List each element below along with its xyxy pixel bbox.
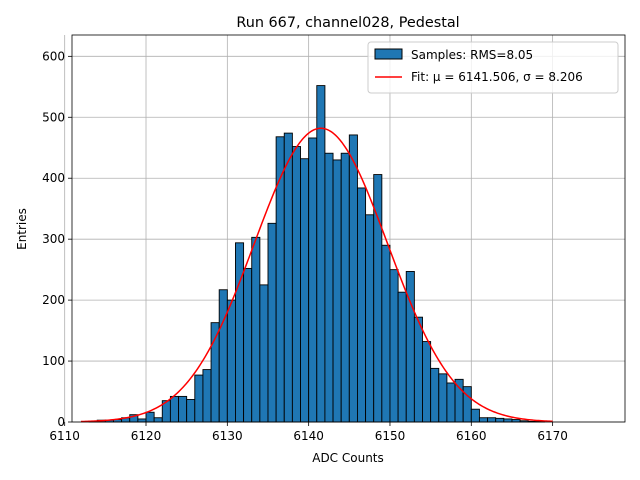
histogram-bar [413,316,423,423]
y-tick-label: 0 [57,415,65,429]
y-tick-label: 100 [42,354,65,368]
x-tick-label: 6140 [293,429,324,443]
fit-curve [80,127,553,423]
histogram-bar [340,152,350,423]
y-tick-label: 500 [42,110,65,124]
x-tick-label: 6150 [375,429,406,443]
histogram-bar [226,299,236,423]
histogram-bar [243,267,253,423]
histogram-bar [218,289,228,423]
histogram-bar [470,408,480,423]
y-tick-label: 600 [42,49,65,63]
histogram-bar [259,284,269,423]
x-tick-label: 6130 [212,429,243,443]
x-axis: 6110 6120 6130 6140 6150 6160 6170 [49,422,568,443]
x-tick-label: 6120 [131,429,162,443]
histogram-bar [235,242,245,423]
y-axis-label: Entries [15,208,29,250]
y-tick-label: 400 [42,171,65,185]
histogram-bar [194,374,204,423]
legend-box [367,41,619,94]
x-tick-label: 6110 [49,429,80,443]
histogram-bars [88,85,545,423]
histogram-bar [422,341,432,423]
histogram-bar [454,378,464,423]
histogram-bar [145,411,155,423]
histogram-bar [283,132,293,423]
histogram-bar [397,291,407,423]
histogram-bar [300,158,310,423]
legend-patch-samples [374,48,403,60]
histogram-bar [503,418,513,423]
histogram-bar [438,373,448,423]
histogram-bar [365,214,375,423]
histogram-bar [348,134,358,423]
histogram-bar [316,85,326,423]
histogram-bar [381,244,391,423]
histogram-bar [495,417,505,423]
histogram-bar [389,269,399,423]
histogram-bar [202,369,212,423]
legend-label-fit: Fit: μ = 6141.506, σ = 8.206 [411,70,583,84]
x-axis-label: ADC Counts [312,451,384,465]
histogram-bar [186,399,196,423]
x-tick-label: 6170 [537,429,568,443]
histogram-bar [324,152,334,423]
histogram-bar [169,395,179,423]
y-axis: 0 100 200 300 400 500 600 [42,49,72,429]
histogram-bar [137,418,147,423]
legend: Samples: RMS=8.05 Fit: μ = 6141.506, σ =… [367,41,619,94]
histogram-bar [356,187,367,423]
histogram-bar [291,146,301,423]
chart-title: Run 667, channel028, Pedestal [236,15,459,31]
histogram-bar [478,417,489,423]
histogram-bar [430,367,440,423]
histogram-bar [178,395,188,423]
histogram-bar [332,159,342,423]
histogram-bar [446,382,456,423]
plot-frame [71,34,626,423]
histogram-bar [308,137,318,423]
y-tick-label: 200 [42,293,65,307]
histogram-bar [251,236,261,423]
x-tick-label: 6160 [456,429,487,443]
y-tick-label: 300 [42,232,65,246]
legend-label-samples: Samples: RMS=8.05 [411,48,533,62]
histogram-bar [487,417,497,423]
histogram-bar [153,417,163,423]
histogram-bar [267,222,277,423]
